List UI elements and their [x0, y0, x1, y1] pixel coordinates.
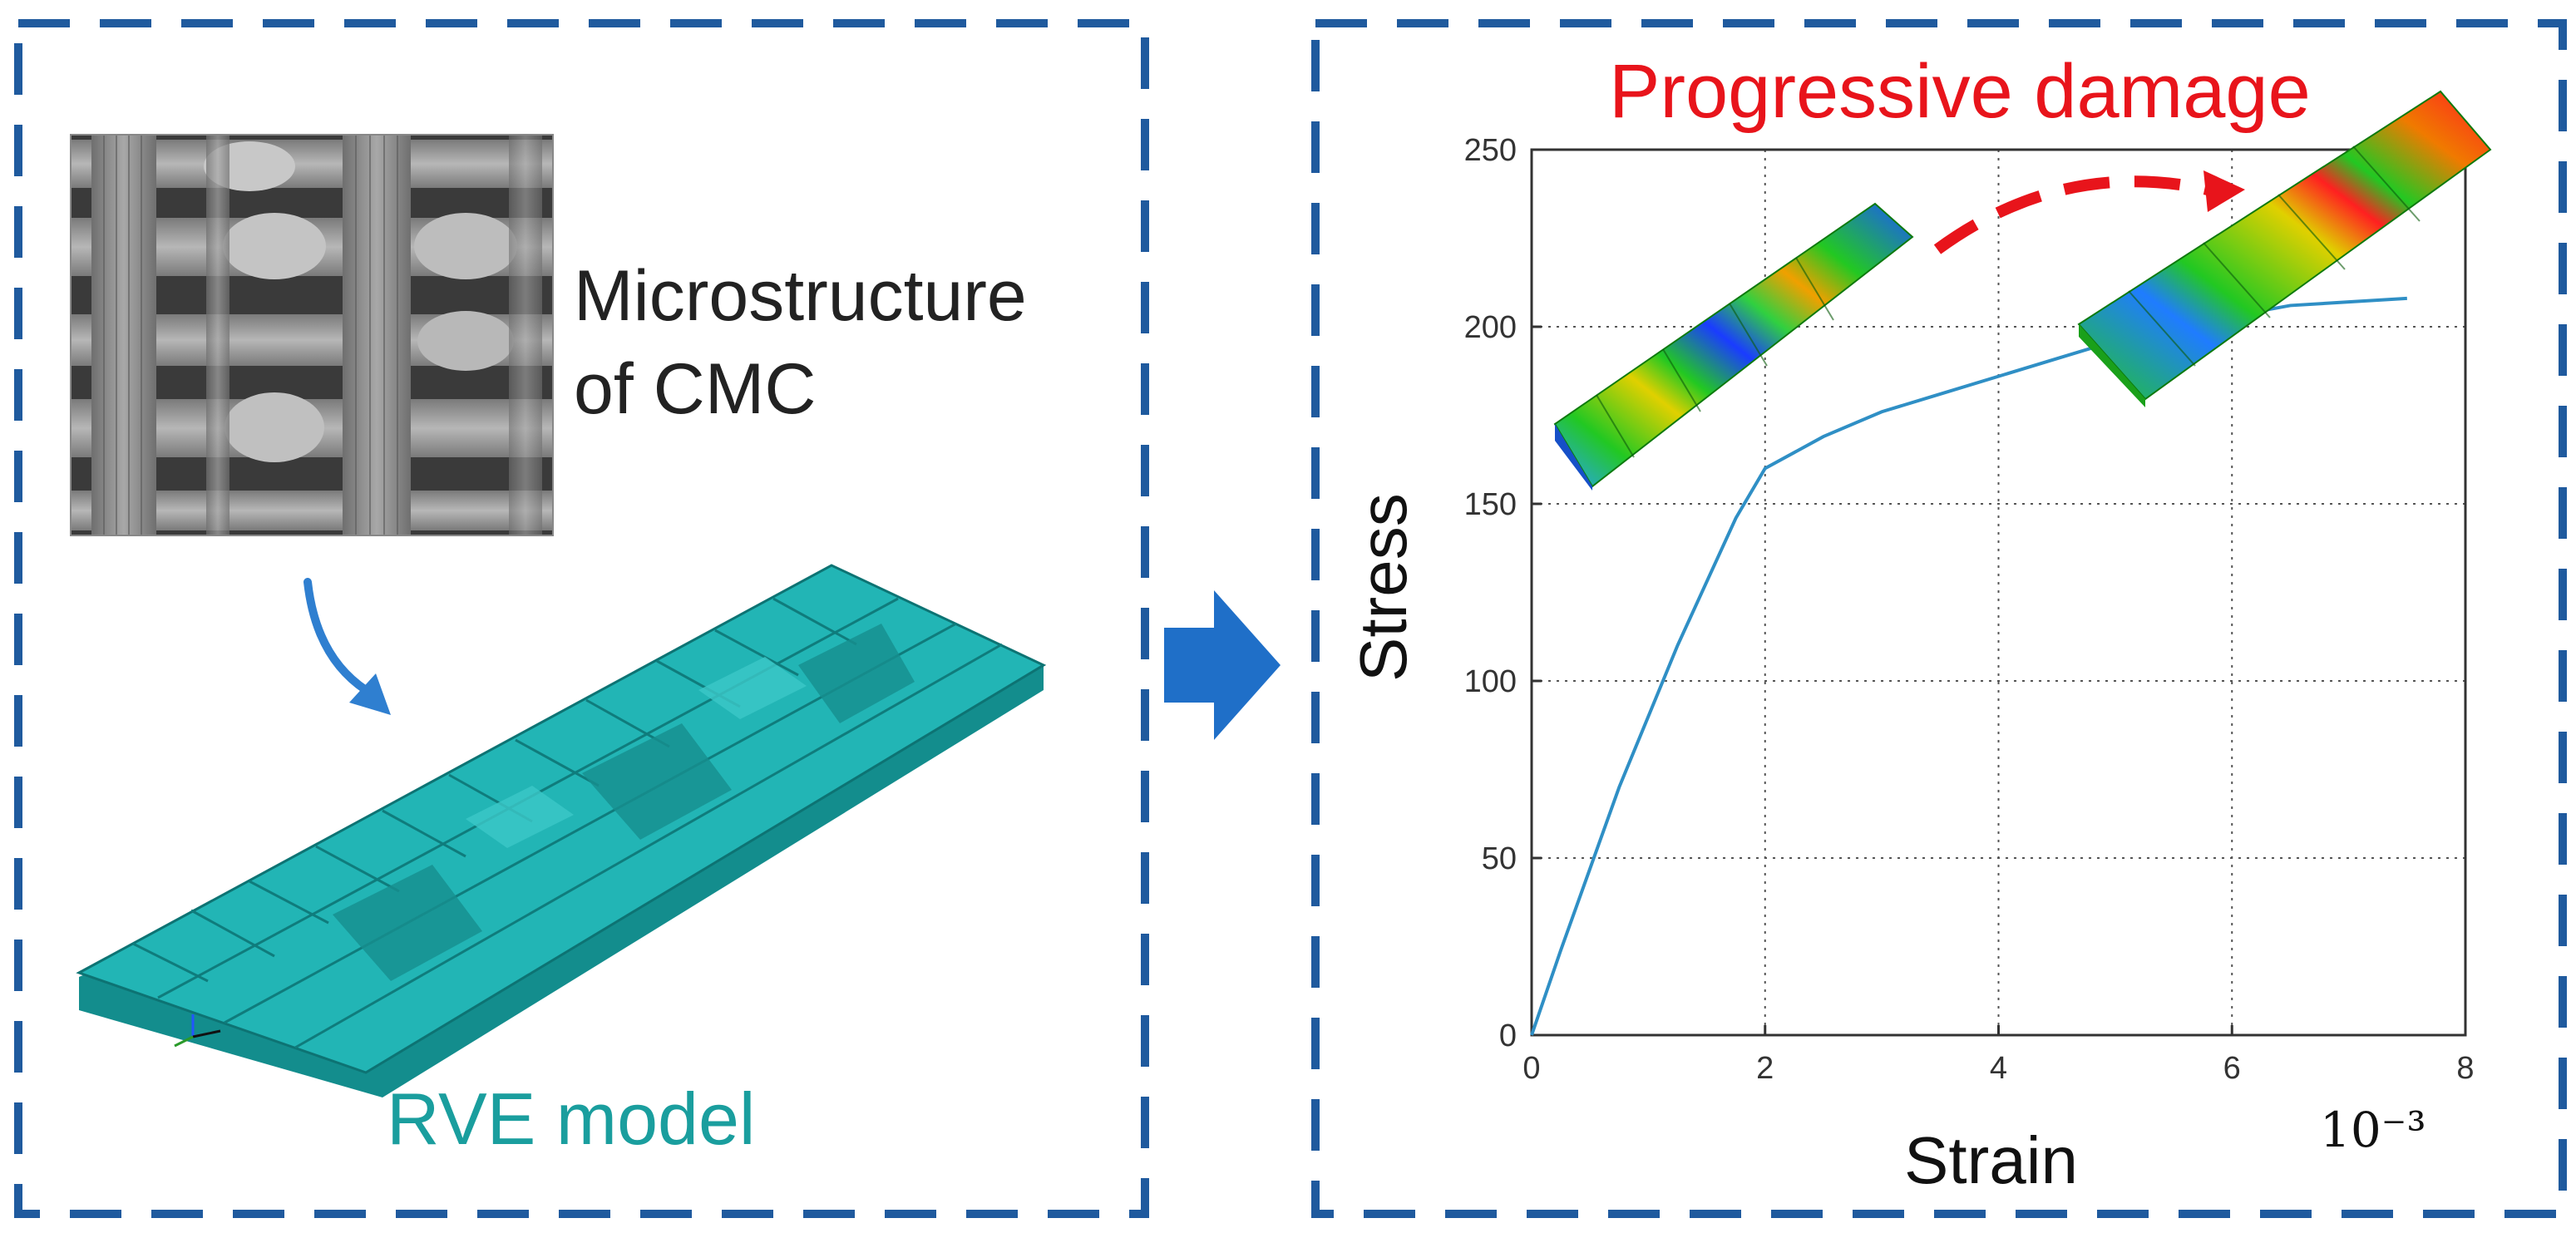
- progressive-damage-label: Progressive damage: [1609, 49, 2311, 134]
- left-dashed-frame: [14, 19, 1149, 1218]
- microstructure-label-line1: Microstructure: [574, 256, 1027, 336]
- microstructure-label-line2: of CMC: [574, 349, 817, 429]
- rve-model-label: RVE model: [387, 1078, 756, 1160]
- x-tick-label: 4: [1990, 1051, 2007, 1086]
- y-tick-label: 200: [1464, 310, 1517, 345]
- microstructure-label: Microstructure of CMC: [574, 249, 1027, 436]
- damage-contour-late: [2077, 90, 2492, 407]
- y-axis-label: Stress: [1346, 493, 1420, 682]
- x-tick-label: 0: [1522, 1051, 1540, 1086]
- curved-arrow-icon: [303, 578, 391, 715]
- dashed-red-arrow-icon: [1933, 170, 2245, 254]
- microstructure-image: [70, 134, 554, 536]
- y-tick-label: 50: [1482, 841, 1517, 876]
- x-tick-label: 6: [2223, 1051, 2241, 1086]
- right-arrow-icon: [1164, 590, 1281, 740]
- x-axis-exponent-label: 10⁻³: [2320, 1102, 2426, 1158]
- axis-triad-icon: [174, 1014, 221, 1048]
- y-tick-label: 0: [1499, 1018, 1517, 1053]
- x-tick-label: 2: [1756, 1051, 1774, 1086]
- damage-contour-early: [1553, 202, 1914, 491]
- y-tick-label: 150: [1464, 487, 1517, 522]
- y-tick-label: 250: [1464, 133, 1517, 168]
- right-dashed-frame: [1311, 19, 2567, 1218]
- y-tick-label: 100: [1464, 664, 1517, 699]
- rve-model-image: [76, 564, 1047, 1097]
- x-tick-label: 8: [2456, 1051, 2474, 1086]
- x-axis-label: Strain: [1904, 1123, 2078, 1197]
